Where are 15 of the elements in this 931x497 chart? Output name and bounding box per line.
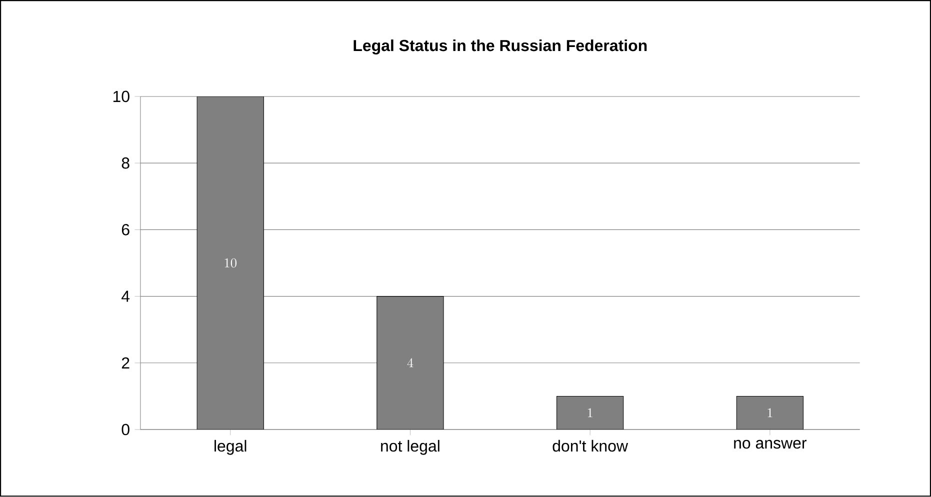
x-tick-label: don't know [552,440,628,452]
x-tick-label: legal [214,440,246,455]
data-label: 1 [768,408,772,418]
data-label: 4 [407,358,414,368]
x-tick-label: not legal [381,440,440,455]
chart-title: Legal Status in the Russian Federation [354,40,647,55]
y-tick-label: 10 [113,90,130,102]
y-tick-label: 4 [122,290,130,302]
y-tick-label: 8 [122,158,130,169]
y-tick-label: 6 [122,224,130,236]
y-tick-label: 2 [122,357,130,369]
data-label: 1 [588,408,592,418]
y-tick-label: 0 [122,424,130,436]
x-tick-label: no answer [734,440,807,449]
data-label: 10 [224,258,236,268]
